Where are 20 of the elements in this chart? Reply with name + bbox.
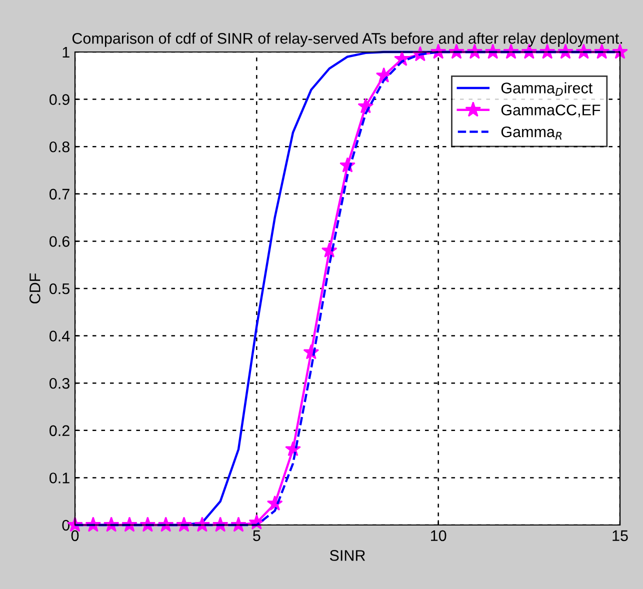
x-tick-label: 0 [71,530,79,542]
y-tick-label: 0.4 [50,330,70,342]
legend-label: Gamma$_{D}$irect [501,82,593,96]
y-axis-title: CDF [30,273,40,304]
chart-title: Comparison of cdf of SINR of relay-served ATs before and after relay deployment. [72,32,622,47]
y-tick-label: 0.2 [50,425,70,436]
y-tick-label: 1 [62,47,70,58]
y-tick-label: 0.9 [50,94,70,105]
x-tick-label: 5 [253,530,260,542]
y-tick-label: 0.1 [50,472,70,484]
y-tick-label: 0.3 [50,378,70,389]
x-axis-title: SINR [330,550,366,561]
x-tick-label: 10 [431,530,446,542]
x-tick-label: 15 [612,530,628,542]
legend-label: GammaCC,EF [501,104,600,118]
y-tick-label: 0.6 [50,236,70,247]
y-tick-label: 0.7 [50,188,70,200]
y-tick-label: 0.5 [50,283,70,294]
y-tick-label: 0.8 [50,141,70,152]
legend-label: Gamma$_{R}$ [501,126,562,140]
